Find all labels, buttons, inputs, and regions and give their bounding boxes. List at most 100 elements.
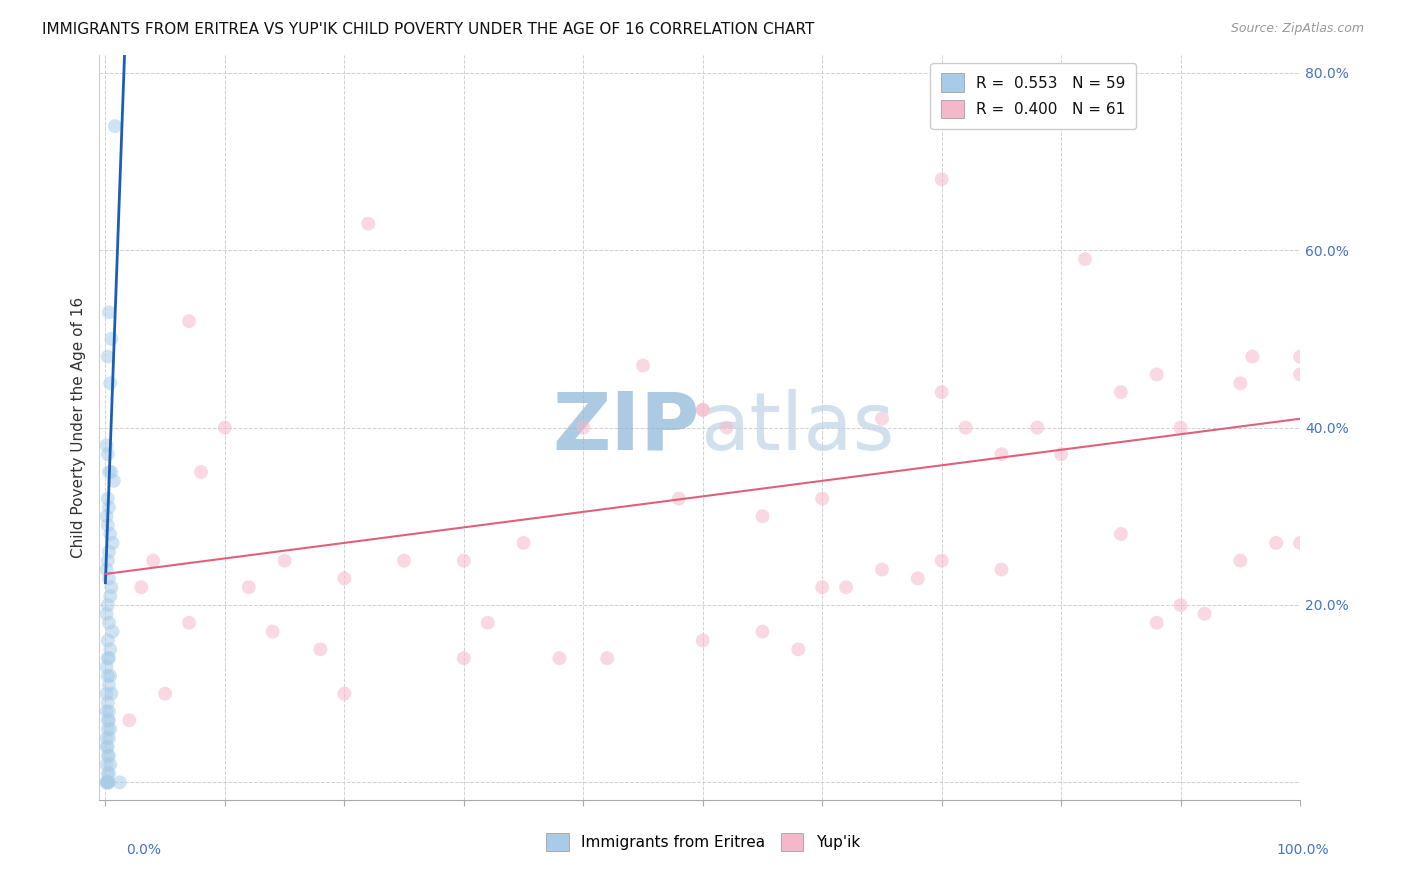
Point bbox=[392, 554, 415, 568]
Point bbox=[98, 465, 121, 479]
Point bbox=[835, 580, 858, 594]
Point bbox=[1289, 536, 1312, 550]
Point bbox=[97, 554, 120, 568]
Point bbox=[98, 615, 121, 630]
Point bbox=[153, 687, 176, 701]
Point bbox=[97, 713, 120, 727]
Point bbox=[931, 554, 953, 568]
Point bbox=[1074, 252, 1097, 266]
Point bbox=[787, 642, 810, 657]
Point bbox=[97, 633, 120, 648]
Point bbox=[97, 598, 120, 612]
Point bbox=[97, 739, 120, 754]
Point bbox=[333, 571, 356, 585]
Point bbox=[100, 687, 122, 701]
Point bbox=[98, 775, 121, 789]
Point bbox=[357, 217, 380, 231]
Point bbox=[98, 545, 121, 559]
Point bbox=[548, 651, 571, 665]
Point bbox=[1109, 385, 1132, 400]
Point bbox=[97, 696, 120, 710]
Point bbox=[98, 705, 121, 719]
Text: 0.0%: 0.0% bbox=[127, 843, 162, 857]
Point bbox=[1170, 420, 1192, 434]
Point bbox=[1229, 376, 1251, 391]
Point bbox=[931, 172, 953, 186]
Point bbox=[1229, 554, 1251, 568]
Point bbox=[97, 350, 120, 364]
Point bbox=[453, 651, 475, 665]
Point bbox=[990, 447, 1012, 461]
Point bbox=[98, 651, 121, 665]
Point bbox=[238, 580, 260, 594]
Point bbox=[692, 403, 714, 417]
Point bbox=[101, 624, 124, 639]
Point bbox=[98, 757, 121, 772]
Point bbox=[97, 775, 120, 789]
Text: Source: ZipAtlas.com: Source: ZipAtlas.com bbox=[1230, 22, 1364, 36]
Point bbox=[98, 766, 121, 780]
Point bbox=[453, 554, 475, 568]
Point bbox=[1146, 368, 1168, 382]
Point bbox=[751, 509, 773, 524]
Point bbox=[1146, 615, 1168, 630]
Point bbox=[96, 775, 118, 789]
Point bbox=[98, 731, 121, 745]
Point bbox=[96, 731, 118, 745]
Point bbox=[333, 687, 356, 701]
Point bbox=[98, 678, 121, 692]
Point bbox=[177, 314, 200, 328]
Point bbox=[907, 571, 929, 585]
Point bbox=[262, 624, 284, 639]
Point bbox=[1026, 420, 1049, 434]
Point bbox=[96, 562, 118, 576]
Point bbox=[103, 474, 125, 488]
Legend: Immigrants from Eritrea, Yup'ik: Immigrants from Eritrea, Yup'ik bbox=[540, 827, 866, 857]
Point bbox=[190, 465, 212, 479]
Point bbox=[101, 536, 124, 550]
Point bbox=[98, 669, 121, 683]
Point bbox=[811, 580, 834, 594]
Point bbox=[1289, 368, 1312, 382]
Point bbox=[97, 775, 120, 789]
Point bbox=[870, 562, 893, 576]
Point bbox=[96, 687, 118, 701]
Point bbox=[1265, 536, 1288, 550]
Point bbox=[631, 359, 654, 373]
Point bbox=[97, 447, 120, 461]
Text: 100.0%: 100.0% bbox=[1277, 843, 1329, 857]
Point bbox=[98, 642, 121, 657]
Point bbox=[1109, 527, 1132, 541]
Point bbox=[100, 465, 122, 479]
Point bbox=[98, 589, 121, 603]
Point bbox=[692, 633, 714, 648]
Point bbox=[100, 332, 122, 346]
Point bbox=[596, 651, 619, 665]
Point bbox=[104, 119, 127, 133]
Point bbox=[751, 624, 773, 639]
Point bbox=[96, 705, 118, 719]
Point bbox=[96, 438, 118, 452]
Point bbox=[1050, 447, 1073, 461]
Point bbox=[96, 660, 118, 674]
Point bbox=[97, 766, 120, 780]
Point bbox=[98, 376, 121, 391]
Point bbox=[309, 642, 332, 657]
Y-axis label: Child Poverty Under the Age of 16: Child Poverty Under the Age of 16 bbox=[72, 297, 86, 558]
Point bbox=[97, 722, 120, 736]
Point bbox=[98, 713, 121, 727]
Point bbox=[214, 420, 236, 434]
Point bbox=[96, 739, 118, 754]
Point bbox=[96, 607, 118, 621]
Point bbox=[273, 554, 295, 568]
Point bbox=[668, 491, 690, 506]
Point bbox=[512, 536, 534, 550]
Point bbox=[98, 722, 121, 736]
Point bbox=[108, 775, 131, 789]
Point bbox=[96, 509, 118, 524]
Point bbox=[97, 669, 120, 683]
Point bbox=[98, 527, 121, 541]
Point bbox=[1194, 607, 1216, 621]
Point bbox=[97, 491, 120, 506]
Point bbox=[955, 420, 977, 434]
